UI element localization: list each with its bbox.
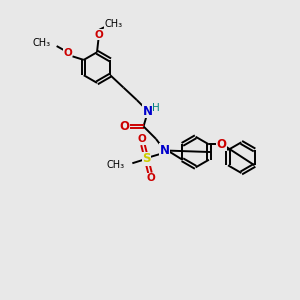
- Text: O: O: [119, 120, 129, 133]
- Text: O: O: [63, 48, 72, 59]
- Text: N: N: [160, 144, 170, 157]
- Text: N: N: [143, 105, 153, 118]
- Text: O: O: [217, 138, 226, 151]
- Text: S: S: [142, 152, 151, 165]
- Text: CH₃: CH₃: [104, 19, 122, 29]
- Text: O: O: [94, 30, 103, 40]
- Text: O: O: [138, 134, 147, 144]
- Text: H: H: [152, 103, 160, 112]
- Text: CH₃: CH₃: [107, 160, 125, 170]
- Text: O: O: [146, 173, 155, 183]
- Text: CH₃: CH₃: [33, 38, 51, 48]
